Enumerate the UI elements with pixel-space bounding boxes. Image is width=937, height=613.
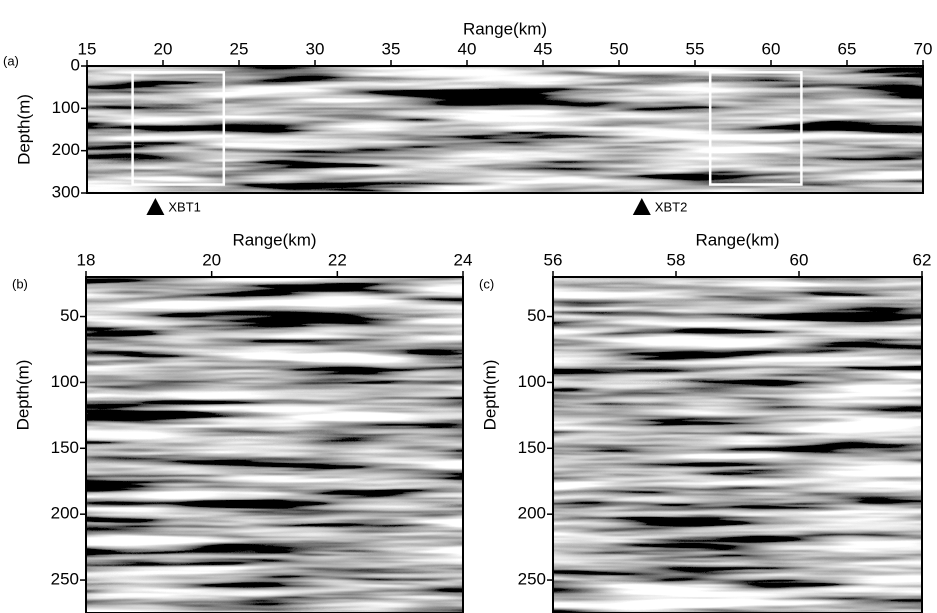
panel-label: (a) (3, 53, 19, 68)
x-tick-label: 15 (78, 39, 97, 58)
plot-frame (85, 276, 464, 613)
xbt-label: XBT1 (168, 199, 201, 214)
x-tick-label: 70 (914, 39, 933, 58)
y-tick-label: 0 (71, 55, 80, 74)
zoom-box (708, 71, 803, 186)
x-tick-label: 60 (790, 250, 809, 269)
y-tick-label: 300 (52, 182, 80, 201)
x-tick-label: 56 (544, 250, 563, 269)
seismic-image (553, 277, 922, 613)
y-tick-label: 200 (52, 140, 80, 159)
x-tick-label: 55 (686, 39, 705, 58)
x-axis-label: Range(km) (695, 230, 779, 249)
x-tick-label: 40 (458, 39, 477, 58)
x-tick-label: 20 (154, 39, 173, 58)
x-tick-label: 25 (230, 39, 249, 58)
y-tick-label: 100 (52, 98, 80, 117)
plot-frame (552, 276, 923, 613)
x-tick-label: 20 (202, 250, 221, 269)
x-axis-label: Range(km) (232, 230, 316, 249)
y-tick-label: 50 (60, 306, 79, 325)
y-axis-label: Depth(m) (13, 360, 32, 431)
y-axis-label: Depth(m) (480, 360, 499, 431)
plot-frame (86, 65, 924, 194)
y-tick-label: 150 (51, 438, 79, 457)
x-tick-label: 62 (913, 250, 932, 269)
x-tick-label: 24 (454, 250, 473, 269)
y-tick-label: 250 (518, 570, 546, 589)
y-tick-label: 200 (518, 504, 546, 523)
x-tick-label: 58 (667, 250, 686, 269)
x-tick-label: 18 (77, 250, 96, 269)
x-tick-label: 35 (382, 39, 401, 58)
panel-label: (b) (12, 276, 28, 291)
seismic-image (86, 277, 463, 613)
y-tick-label: 100 (518, 372, 546, 391)
x-tick-label: 50 (610, 39, 629, 58)
y-axis-label: Depth(m) (14, 94, 33, 165)
y-tick-label: 150 (518, 438, 546, 457)
x-tick-label: 65 (838, 39, 857, 58)
x-tick-label: 30 (306, 39, 325, 58)
zoom-box (131, 71, 226, 186)
y-tick-label: 200 (51, 504, 79, 523)
xbt-marker (146, 198, 165, 215)
xbt-marker (632, 198, 651, 215)
x-axis-label: Range(km) (463, 19, 547, 38)
x-tick-label: 60 (762, 39, 781, 58)
y-tick-label: 50 (527, 306, 546, 325)
y-tick-label: 250 (51, 570, 79, 589)
y-tick-label: 100 (51, 372, 79, 391)
panel-label: (c) (479, 276, 494, 291)
xbt-label: XBT2 (655, 199, 688, 214)
x-tick-label: 22 (328, 250, 347, 269)
seismic-image (87, 66, 923, 193)
x-tick-label: 45 (534, 39, 553, 58)
